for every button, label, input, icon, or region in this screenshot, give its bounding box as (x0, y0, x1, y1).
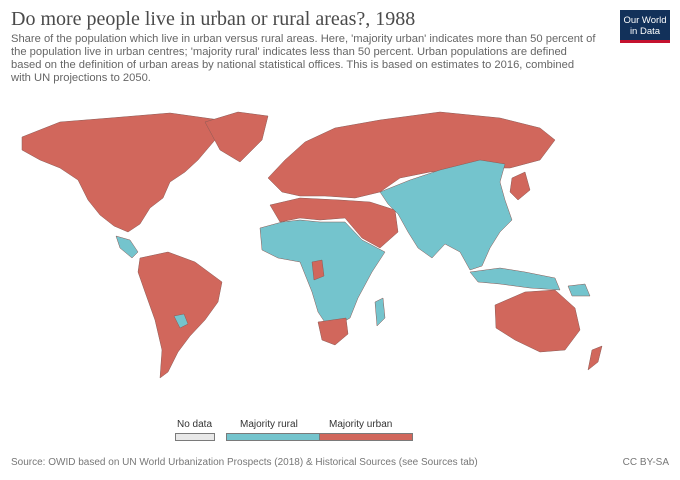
legend-swatch-majority-rural[interactable] (226, 433, 320, 441)
region-australia[interactable] (494, 289, 581, 353)
legend-swatch-majority-urban[interactable] (319, 433, 413, 441)
legend-swatch-no-data[interactable] (175, 433, 215, 441)
region-madagascar[interactable] (374, 297, 386, 327)
region-central-america[interactable] (115, 235, 139, 259)
region-central-africa-urban[interactable] (311, 259, 325, 281)
region-greenland[interactable] (204, 111, 269, 163)
region-south-africa[interactable] (317, 317, 349, 346)
region-north-america[interactable] (21, 112, 221, 233)
legend-label-majority-urban: Majority urban (329, 419, 393, 430)
region-europe-russia[interactable] (267, 111, 556, 199)
owid-logo[interactable]: Our World in Data (620, 10, 670, 43)
license-note[interactable]: CC BY-SA (622, 457, 669, 468)
region-mena[interactable] (269, 197, 399, 249)
region-east-asia-urban[interactable] (509, 171, 531, 201)
world-map (21, 111, 603, 379)
legend-label-majority-rural: Majority rural (240, 419, 298, 430)
region-paraguay[interactable] (173, 313, 189, 329)
source-note: Source: OWID based on UN World Urbanizat… (11, 457, 478, 468)
region-png[interactable] (567, 283, 591, 297)
region-southeast-asia[interactable] (469, 267, 561, 291)
region-asia-rural[interactable] (379, 159, 513, 271)
logo-line-2: in Data (629, 26, 661, 37)
legend-label-no-data: No data (177, 419, 213, 430)
region-new-zealand[interactable] (587, 345, 603, 371)
logo-line-1: Our World (623, 15, 667, 26)
chart-subtitle: Share of the population which live in ur… (11, 33, 596, 84)
chart-title: Do more people live in urban or rural ar… (11, 8, 416, 30)
